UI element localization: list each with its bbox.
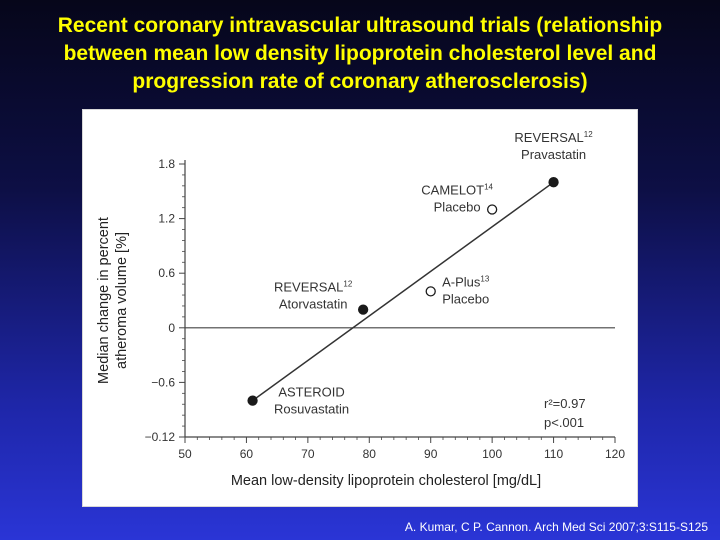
x-tick-label: 110 — [544, 447, 563, 461]
y-tick-label: 0.6 — [158, 266, 175, 280]
point-label-drug: Atorvastatin — [279, 297, 348, 312]
title-line-3: progression rate of coronary atheroscler… — [132, 70, 588, 93]
r-squared-label: r²=0.97 — [544, 396, 586, 411]
y-tick-label: −0.6 — [151, 375, 175, 389]
data-point-asteroid-rosuvastatin — [247, 395, 258, 406]
point-label-trial: REVERSAL12 — [514, 130, 593, 145]
point-label-trial: CAMELOT14 — [421, 183, 493, 198]
x-tick-label: 60 — [240, 447, 254, 461]
x-tick-label: 70 — [301, 447, 315, 461]
y-tick-label: 0 — [168, 321, 175, 335]
point-label-drug: Placebo — [442, 291, 489, 306]
chart-panel: 50 60 70 80 90 100 110 120 −0.12 −0.6 0 0.6 1.2 1.8 Me… — [82, 109, 638, 507]
x-tick-label: 80 — [363, 447, 377, 461]
x-tick-label: 120 — [605, 447, 625, 461]
scatter-chart: 50 60 70 80 90 100 110 120 −0.12 −0.6 0 0.6 1.2 1.8 Me… — [96, 130, 625, 489]
p-value-label: p<.001 — [544, 415, 584, 430]
point-label-drug: Placebo — [434, 200, 481, 215]
title-line-2: between mean low density lipoprotein cho… — [63, 42, 657, 65]
point-label-drug: Pravastatin — [521, 147, 586, 162]
regression-line — [252, 181, 555, 402]
point-label-trial: ASTEROID — [278, 385, 344, 400]
title-line-1: Recent coronary intravascular ultrasound… — [57, 14, 663, 37]
x-tick-label: 100 — [482, 447, 502, 461]
y-axis-title-line-1: Median change in percent — [96, 217, 112, 384]
data-point-reversal-pravastatin — [548, 177, 559, 188]
citation: A. Kumar, C P. Cannon. Arch Med Sci 2007… — [404, 520, 708, 534]
data-point-reversal-atorvastatin — [357, 304, 369, 315]
x-tick-label: 50 — [178, 447, 192, 461]
point-label-trial: REVERSAL12 — [274, 280, 353, 295]
slide-title: Recent coronary intravascular ultrasound… — [0, 12, 720, 96]
point-label-trial: A-Plus13 — [442, 274, 490, 289]
x-tick-label: 90 — [424, 447, 438, 461]
x-axis-title: Mean low-density lipoprotein cholesterol… — [231, 473, 541, 489]
y-tick-label: −0.12 — [145, 430, 176, 444]
point-label-drug: Rosuvastatin — [274, 402, 349, 417]
y-tick-label: 1.2 — [158, 212, 175, 226]
data-point-camelot-placebo — [486, 204, 498, 215]
y-tick-label: 1.8 — [158, 157, 175, 171]
data-point-aplus-placebo — [425, 286, 436, 297]
y-axis-title-line-2: atheroma volume [%] — [114, 232, 130, 369]
